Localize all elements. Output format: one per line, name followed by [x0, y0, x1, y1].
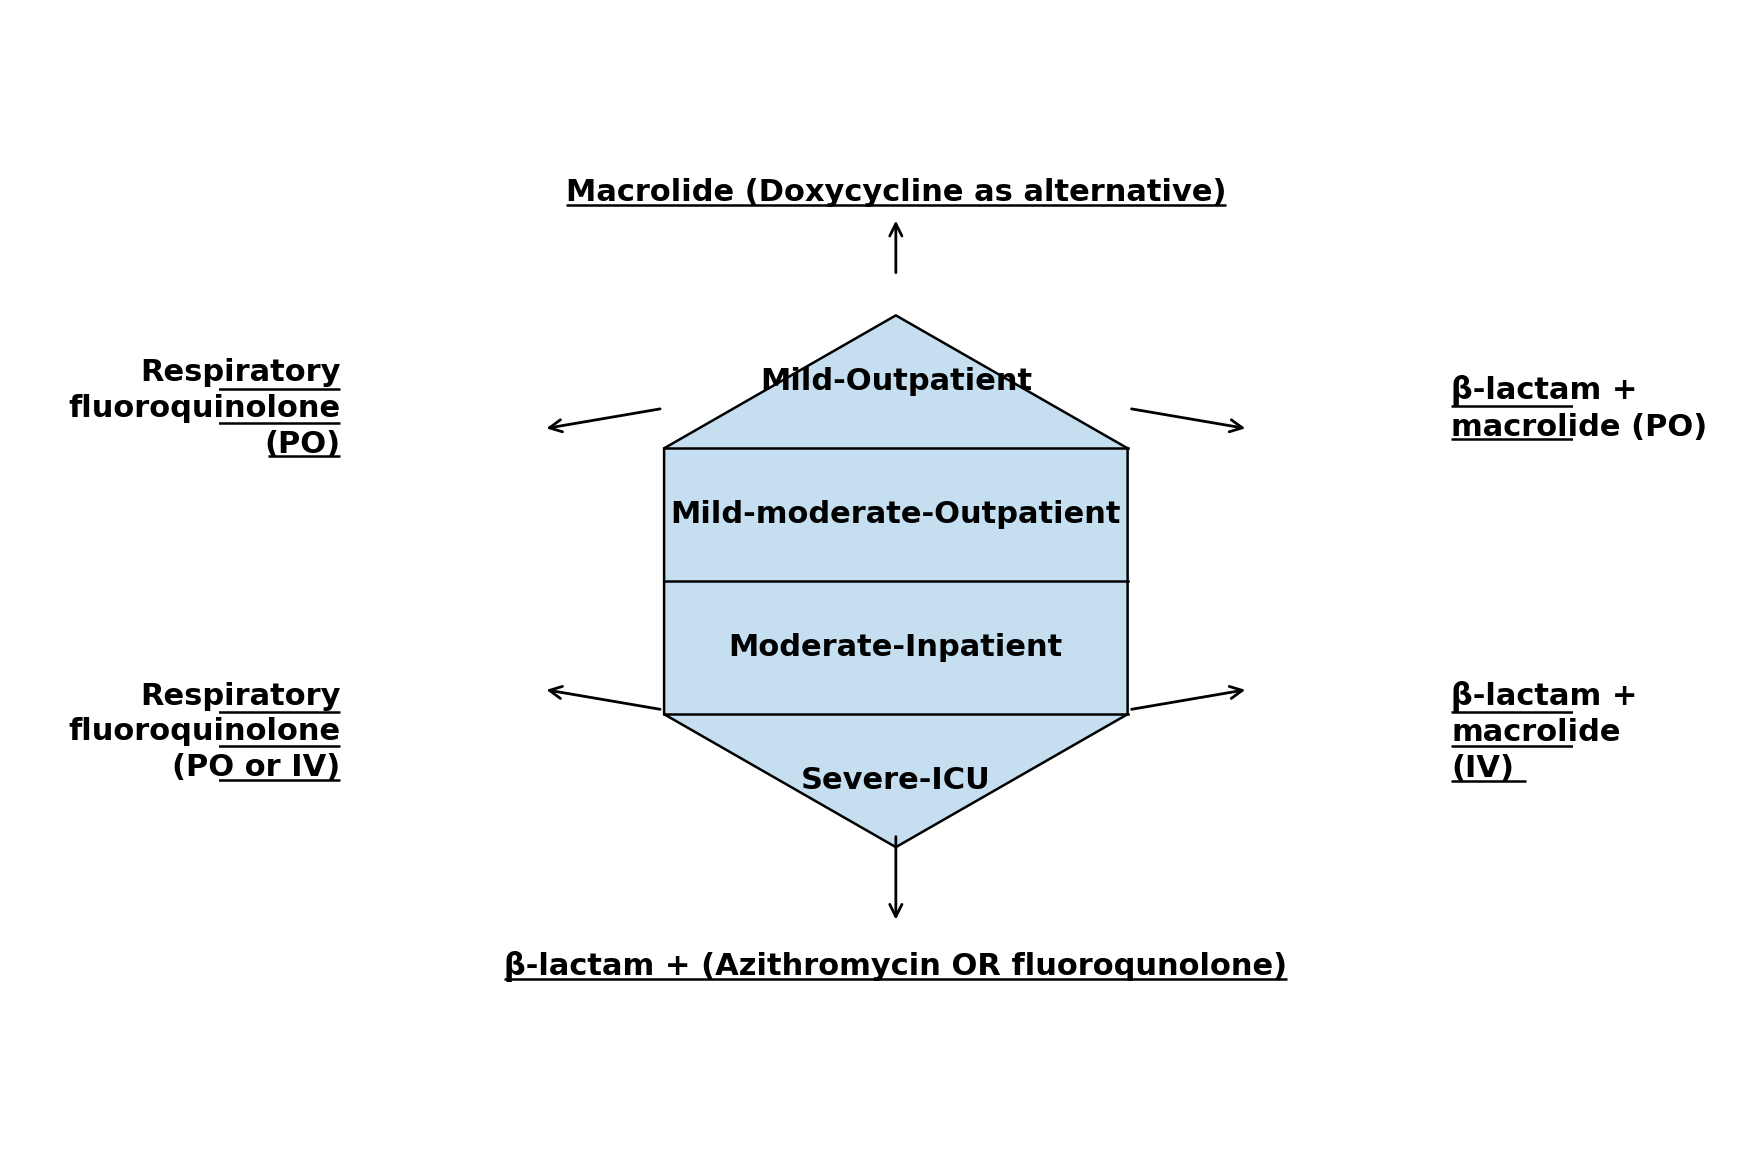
Text: Macrolide (Doxycycline as alternative): Macrolide (Doxycycline as alternative) — [566, 178, 1225, 207]
Text: Respiratory
fluoroquinolone
(PO): Respiratory fluoroquinolone (PO) — [68, 358, 341, 459]
Text: β-lactam +
macrolide (PO): β-lactam + macrolide (PO) — [1451, 375, 1708, 442]
Text: Respiratory
fluoroquinolone
(PO or IV): Respiratory fluoroquinolone (PO or IV) — [68, 681, 341, 783]
Text: β-lactam +
macrolide
(IV): β-lactam + macrolide (IV) — [1451, 680, 1638, 784]
Text: Severe-ICU: Severe-ICU — [801, 767, 991, 795]
Text: β-lactam + (Azithromycin OR fluoroqunolone): β-lactam + (Azithromycin OR fluoroqunolo… — [503, 951, 1288, 982]
Text: Moderate-Inpatient: Moderate-Inpatient — [729, 633, 1063, 662]
Text: Mild-moderate-Outpatient: Mild-moderate-Outpatient — [671, 501, 1120, 529]
Text: Mild-Outpatient: Mild-Outpatient — [760, 367, 1031, 396]
Polygon shape — [664, 315, 1127, 847]
